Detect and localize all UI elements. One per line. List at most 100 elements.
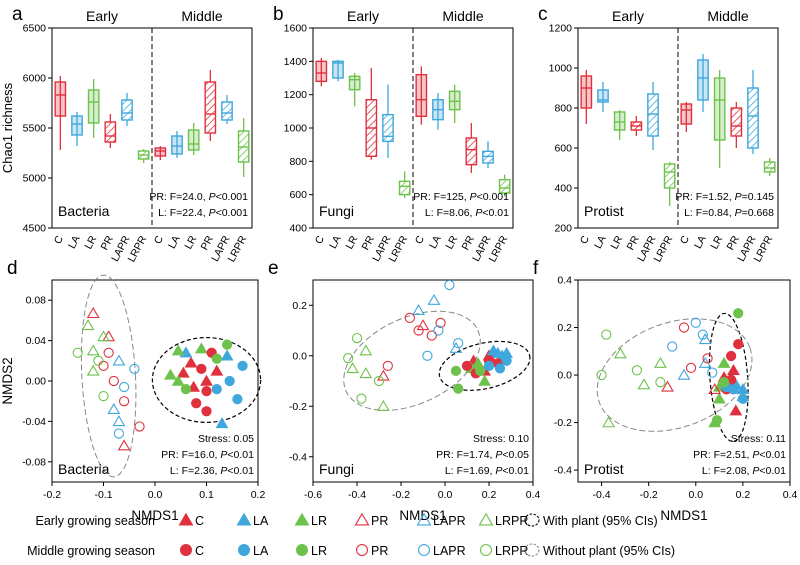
box-early-LR (613, 110, 626, 140)
x-tick-label: 0.0 (438, 489, 453, 501)
y-tick-label: 1400 (284, 56, 308, 68)
box-body (730, 107, 743, 137)
box-early-LAPR (382, 84, 394, 158)
ellipse-without-plant (596, 318, 753, 432)
point-otri-green (86, 344, 100, 356)
x-axis-label: NMDS1 (131, 508, 178, 523)
y-tick-label: 1000 (549, 63, 573, 75)
point-otri-green (359, 367, 373, 379)
ellipse-with-plant (708, 312, 749, 443)
point-odot-red (426, 330, 437, 341)
panel-label: e (268, 258, 279, 279)
phase-label-early: Early (347, 8, 379, 24)
box-early-LAPR (647, 82, 659, 150)
point-otri-blue (112, 415, 126, 427)
point-odot-green (373, 375, 385, 387)
point-dot-green (733, 308, 744, 319)
panel-title: Protist (584, 203, 624, 219)
box-body (154, 147, 167, 157)
point-otri-blue (412, 304, 426, 316)
box-middle-PR (465, 123, 478, 173)
point-odot-green (631, 365, 643, 376)
box-early-LRPR (137, 149, 150, 163)
stat-line-pr: PR: F=2.51, P<0.01 (693, 449, 786, 461)
point-tri-red (727, 364, 740, 376)
y-tick-label: 800 (554, 103, 572, 115)
x-tick-label: C (313, 233, 327, 246)
point-odot-red (413, 325, 424, 336)
ellipse-without-plant (80, 274, 137, 478)
y-tick-label: 400 (554, 183, 572, 195)
x-tick-label: LR (708, 233, 725, 251)
stress-label: Stress: 0.10 (473, 433, 529, 445)
legend-marker-early-LRPR (478, 512, 494, 526)
box-middle-LAPR (482, 141, 494, 168)
point-odot-blue (113, 428, 125, 439)
box-early-LR (348, 73, 361, 107)
box-early-PR (365, 68, 378, 160)
x-tick-label: 0.2 (482, 489, 497, 501)
box-middle-LA (697, 54, 709, 112)
x-tick-label: -0.6 (304, 489, 322, 501)
point-dot-red (733, 339, 744, 350)
stat-line-pr: PR: F=16.0, P<0.01 (161, 449, 254, 461)
point-dot-green (211, 353, 222, 364)
box-early-LAPR (121, 93, 133, 126)
plot-frame (312, 279, 534, 483)
point-tri-green (171, 344, 185, 356)
box-body (54, 81, 67, 117)
point-odot-red (108, 375, 119, 387)
x-tick-label: -0.4 (593, 489, 611, 501)
y-tick-label: 0.04 (26, 335, 47, 347)
point-otri-blue (677, 368, 691, 380)
point-odot-blue (690, 317, 701, 328)
phase-label-early: Early (612, 8, 644, 24)
box-middle-LR (187, 123, 200, 155)
x-tick-label: LR (343, 233, 360, 251)
box-body (697, 59, 709, 101)
panel-title: Fungi (319, 461, 354, 477)
point-odot-blue (707, 367, 718, 378)
legend-marker-middle-LRPR (479, 543, 493, 557)
point-odot-green (93, 355, 104, 366)
legend-label-early-LR: LR (311, 514, 327, 528)
stat-line-l: L: F=0.84, P=0.668 (684, 207, 774, 219)
phase-label-middle: Middle (181, 8, 222, 24)
x-tick-label: LR (443, 233, 460, 251)
legend-with-plant-label: With plant (95% CIs) (543, 514, 658, 528)
legend-marker-middle-LAPR (417, 543, 431, 557)
box-body (171, 135, 183, 155)
point-odot-red (134, 421, 145, 432)
point-dot-green (718, 377, 730, 388)
y-tick-label: 4500 (23, 223, 47, 235)
panel-title: Bacteria (58, 461, 110, 477)
x-tick-label: LA (692, 234, 709, 251)
point-dot-blue (211, 383, 222, 395)
x-tick-label: LR (182, 233, 199, 251)
point-tri-green (194, 342, 208, 354)
box-early-LRPR (663, 162, 676, 206)
x-axis-label: NMDS1 (660, 508, 707, 523)
box-body (713, 77, 726, 141)
panel-label: b (273, 4, 284, 25)
box-body (121, 99, 133, 121)
y-tick-label: 0.0 (292, 350, 307, 362)
point-odot-red (98, 360, 109, 371)
point-tri-green (164, 368, 177, 380)
point-otri-red (661, 380, 674, 392)
point-dot-blue (232, 394, 243, 405)
box-body (580, 75, 593, 109)
point-otri-green (654, 356, 667, 368)
point-odot-red (103, 347, 114, 358)
y-tick-label: 600 (289, 189, 307, 201)
legend-label-middle-C: C (195, 544, 204, 558)
ellipse-without-plant (343, 310, 481, 411)
point-odot-red (685, 362, 697, 374)
panel-f: f -0.4 -0.2 0.0 0.2 0.4 -0.4 -0.2 0.0 0.2 0.4 NMDS1… (533, 258, 797, 523)
y-tick-label: 1600 (284, 23, 308, 35)
x-tick-label: 0.4 (526, 489, 541, 501)
panel-label: f (533, 258, 539, 279)
point-otri-green (637, 378, 651, 390)
box-early-C (315, 58, 328, 87)
point-otri-blue (107, 402, 121, 414)
